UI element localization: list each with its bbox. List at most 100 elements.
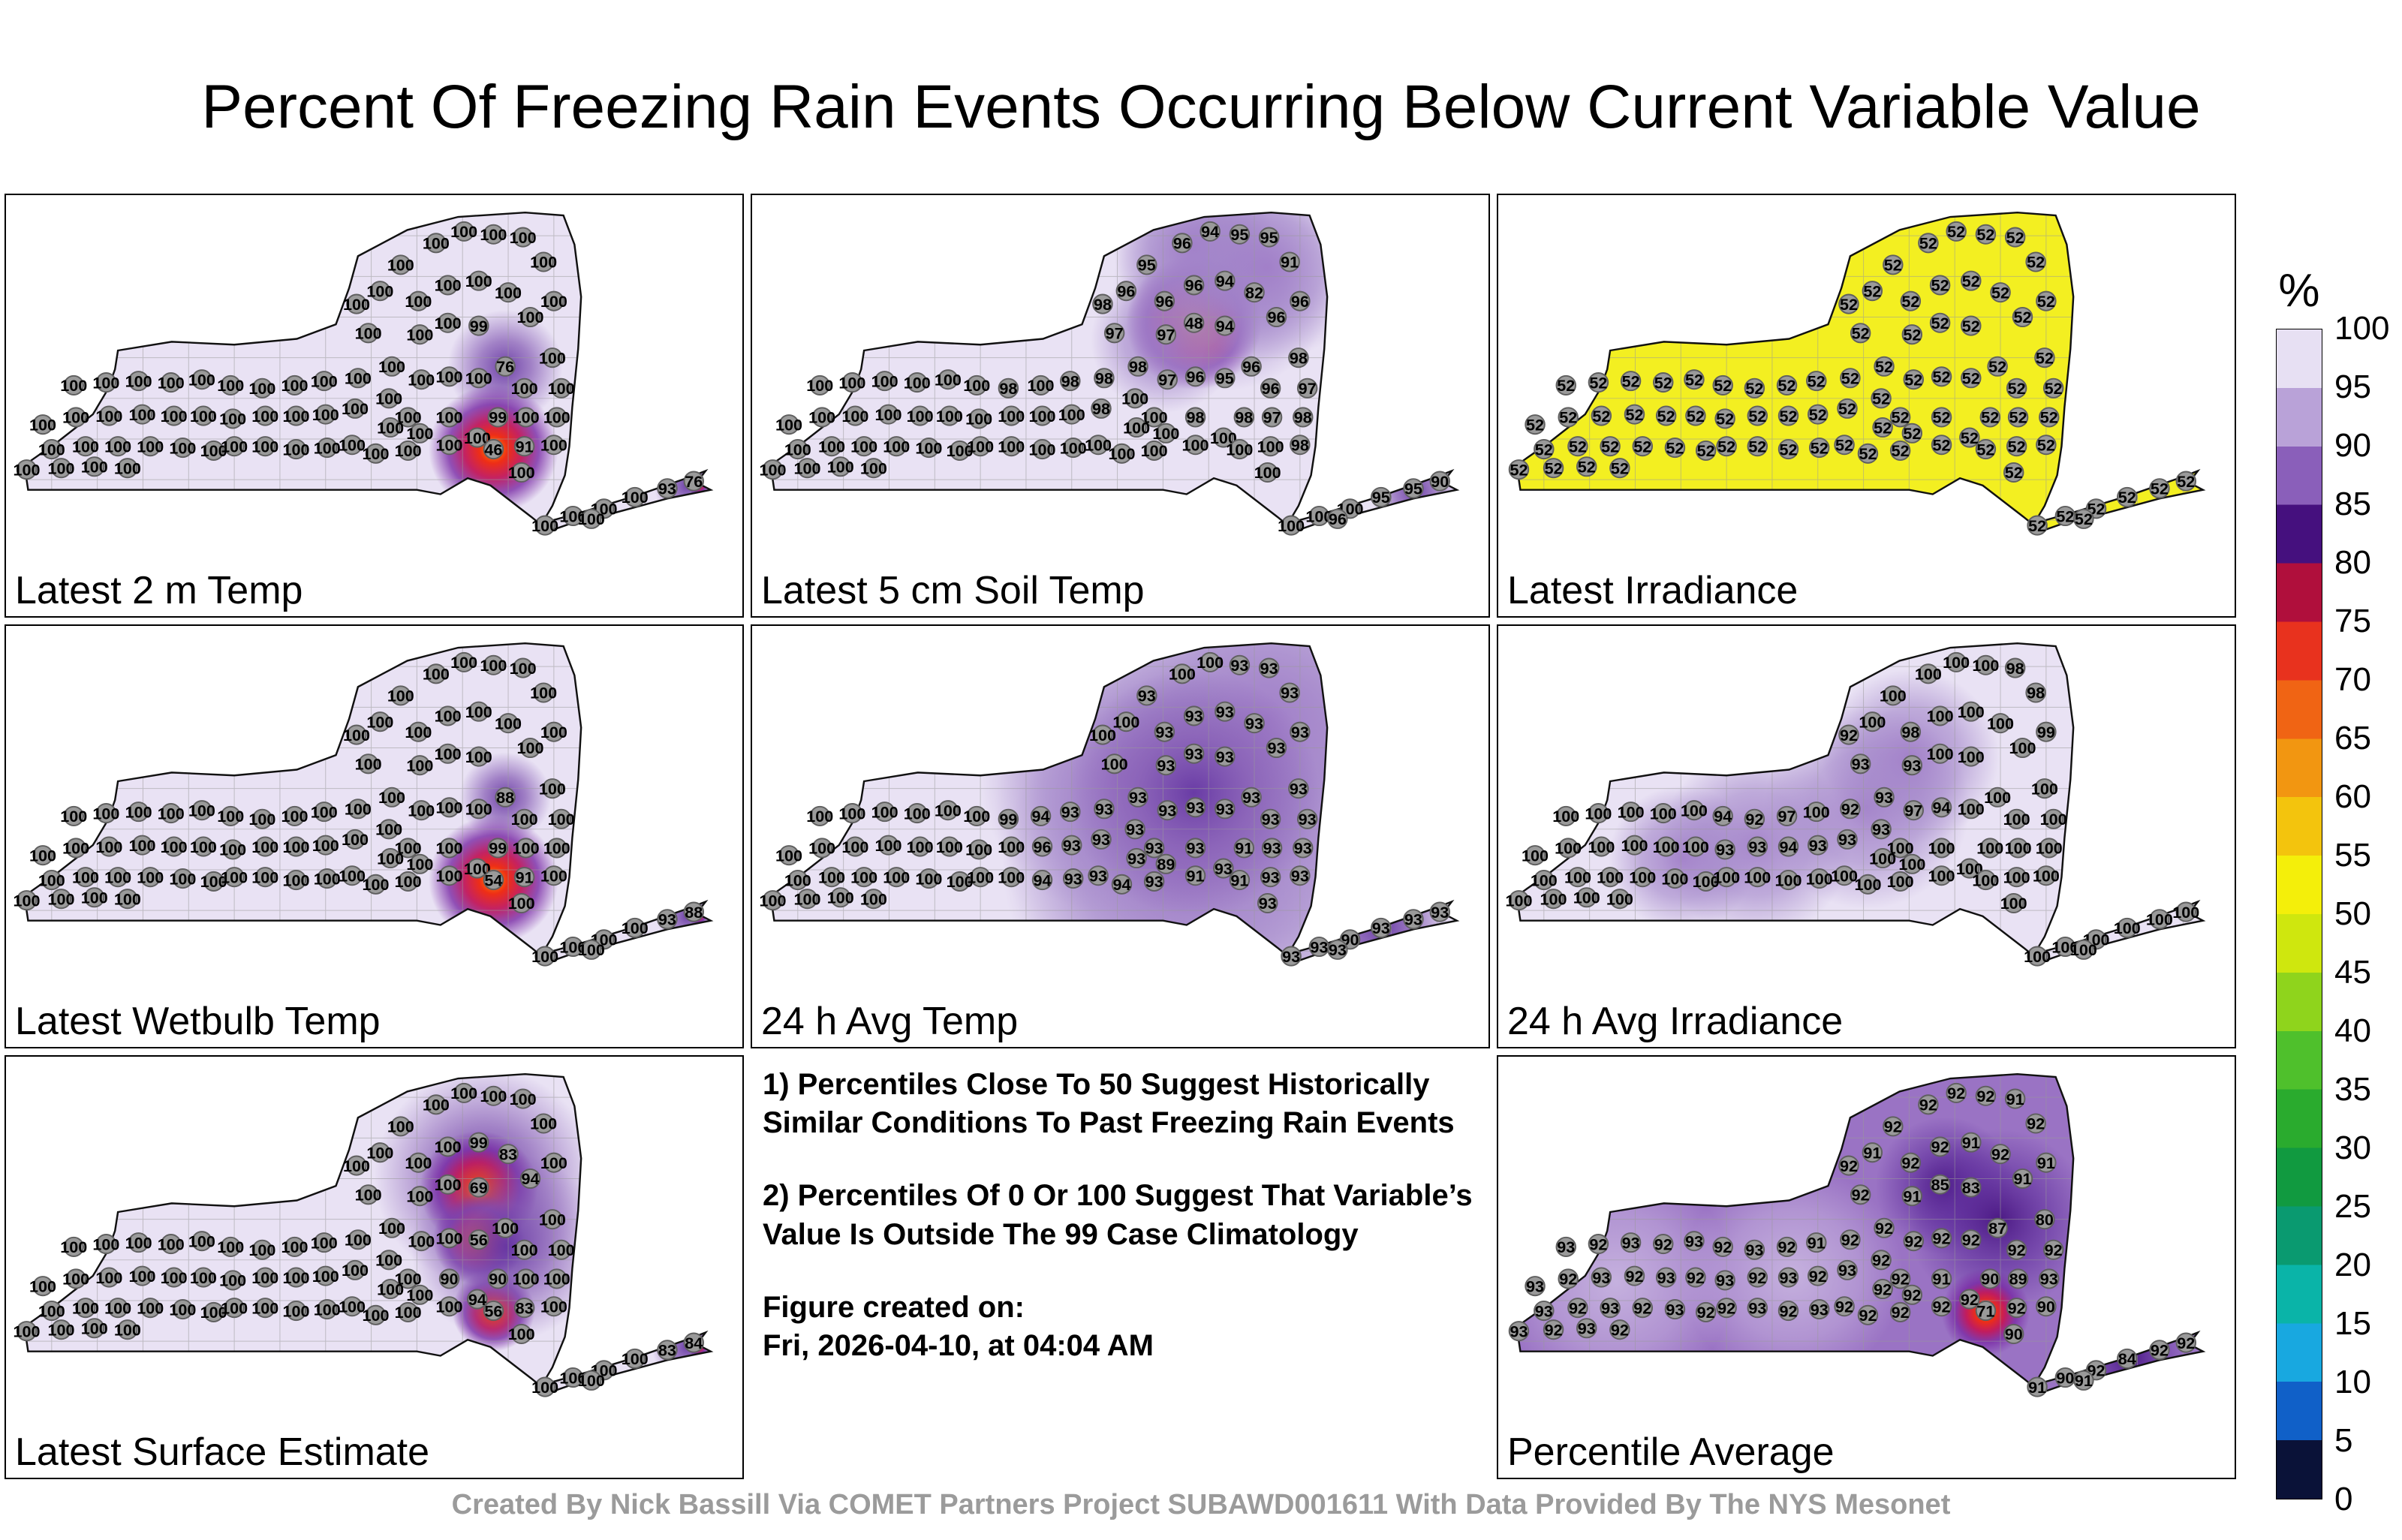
station-value: 100: [1588, 838, 1615, 856]
station-value: 100: [1089, 726, 1116, 744]
station-marker: 100: [158, 803, 185, 824]
station-value: 93: [1145, 873, 1163, 891]
station-value: 100: [1984, 789, 2011, 807]
station-marker: 97: [1157, 369, 1178, 390]
station-value: 100: [530, 1115, 557, 1133]
station-value: 92: [1962, 1232, 1980, 1250]
station-value: 92: [1901, 1154, 1919, 1172]
station-value: 93: [1263, 840, 1281, 858]
station-value: 52: [2036, 350, 2054, 368]
station-value: 100: [1915, 666, 1942, 684]
station-value: 92: [1904, 1233, 1922, 1251]
station-value: 100: [81, 1320, 108, 1338]
station-marker: 100: [251, 1267, 278, 1288]
station-marker: 52: [1747, 436, 1768, 457]
station-value: 100: [60, 808, 87, 826]
station-value: 100: [251, 1269, 278, 1287]
station-value: 93: [1811, 1301, 1829, 1319]
station-marker: 100: [480, 1085, 507, 1106]
station-marker: 100: [366, 281, 393, 302]
station-marker: 96: [1172, 233, 1193, 254]
station-value: 93: [1216, 748, 1234, 766]
station-marker: 90: [1979, 1268, 2001, 1289]
station-marker: 91: [2012, 1168, 2033, 1190]
station-value: 100: [511, 380, 538, 398]
station-value: 100: [248, 1241, 275, 1259]
station-value: 100: [104, 869, 131, 887]
station-value: 52: [1526, 417, 1544, 435]
station-marker: 52: [1655, 405, 1677, 426]
colorbar-tick-label: 45: [2334, 954, 2371, 991]
station-value: 92: [2008, 1300, 2026, 1318]
station-value: 52: [1622, 372, 1640, 390]
station-value: 100: [137, 438, 164, 456]
station-value: 100: [531, 1379, 558, 1397]
station-marker: 84: [2117, 1348, 2138, 1369]
station-marker: 100: [29, 845, 56, 866]
station-value: 93: [1745, 1241, 1763, 1259]
station-value: 100: [362, 1307, 389, 1325]
station-marker: 94: [1030, 805, 1052, 826]
station-marker: 100: [511, 377, 538, 399]
station-marker: 100: [221, 1298, 248, 1319]
station-marker: 100: [1629, 867, 1656, 888]
station-value: 95: [1260, 229, 1278, 247]
station-value: 100: [169, 439, 196, 457]
station-value: 93: [1242, 789, 1260, 807]
panel-24h-avg-irradiance: 100 100 100 100 100 94 100 100 100 100 100 100 100 10…: [1497, 624, 2236, 1048]
station-value: 100: [200, 442, 227, 460]
station-marker: 100: [395, 1268, 422, 1289]
station-marker: 91: [1862, 1142, 1883, 1163]
station-marker: 93: [1126, 847, 1147, 869]
station-value: 100: [435, 745, 462, 763]
station-value: 100: [314, 439, 341, 457]
station-marker: 100: [808, 407, 835, 428]
station-value: 100: [464, 860, 491, 878]
colorbar-tick-label: 60: [2334, 778, 2371, 815]
station-marker: 100: [251, 436, 278, 457]
station-value: 100: [495, 714, 522, 732]
station-value: 100: [387, 687, 414, 705]
station-marker: 100: [548, 808, 575, 829]
station-marker: 100: [1552, 805, 1579, 826]
station-marker: 100: [904, 372, 931, 393]
station-marker: 100: [1713, 867, 1740, 888]
station-value: 93: [1666, 1301, 1684, 1319]
station-marker: 100: [1693, 871, 1720, 892]
station-value: 52: [2040, 409, 2058, 427]
station-marker: 92: [1931, 1228, 1952, 1249]
station-value: 76: [685, 473, 703, 491]
station-value: 92: [1625, 1268, 1643, 1286]
station-marker: 100: [1588, 836, 1615, 857]
colorbar-tick-label: 30: [2334, 1129, 2371, 1166]
station-value: 100: [1029, 441, 1056, 459]
colorbar-tick-label: 90: [2334, 427, 2371, 464]
station-value: 92: [1589, 1235, 1607, 1253]
station-value: 100: [838, 805, 865, 823]
station-marker: 90: [2036, 1296, 2057, 1317]
station-value: 100: [1928, 868, 1955, 886]
station-marker: 100: [818, 436, 845, 457]
station-marker: 93: [1508, 1321, 1530, 1342]
station-marker: 100: [480, 224, 507, 245]
station-value: 100: [38, 1302, 65, 1320]
station-value: 100: [516, 308, 543, 326]
station-marker: 100: [345, 1229, 372, 1250]
station-marker: 92: [1871, 1250, 1892, 1271]
station-value: 96: [1267, 308, 1285, 326]
station-marker: 93: [1808, 1299, 1830, 1320]
station-value: 100: [188, 802, 215, 820]
station-marker: 100: [1141, 440, 1168, 462]
station-marker: 52: [2149, 478, 2170, 499]
station-marker: 56: [483, 1300, 504, 1322]
station-value: 100: [508, 1325, 535, 1343]
station-marker: 92: [1889, 1268, 1911, 1289]
station-marker: 82: [1244, 282, 1265, 303]
station-value: 93: [1127, 850, 1145, 868]
station-value: 100: [559, 507, 586, 525]
station-marker: 100: [200, 1301, 227, 1323]
station-marker: 100: [339, 865, 366, 886]
